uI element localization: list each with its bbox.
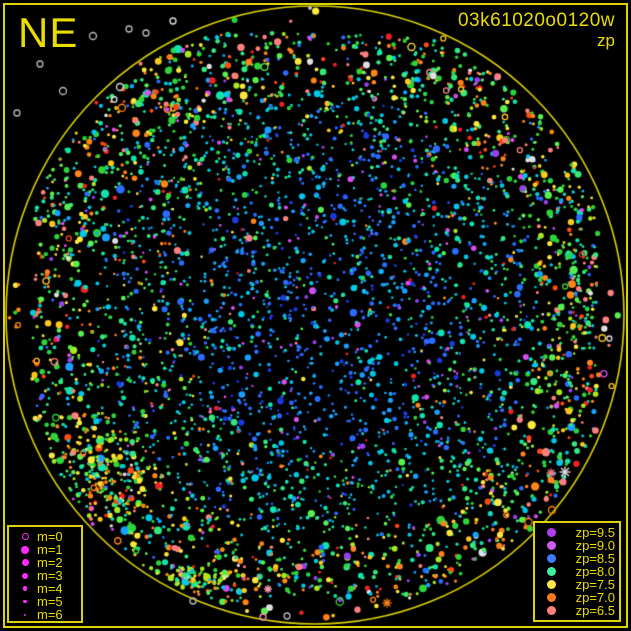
magnitude-legend-row: m=4 [13,581,77,596]
magnitude-legend-row: m=5 [13,594,77,609]
filled-circle-marker [546,567,556,576]
filled-circle-marker [21,559,29,566]
filled-circle-marker [546,528,556,537]
filled-circle-marker [23,599,27,604]
zeropoint-legend-label: zp=9.0 [575,538,615,553]
magnitude-legend-row: m=0 [13,529,77,544]
filled-circle-marker [22,586,28,591]
zeropoint-legend-row: zp=8.5 [539,551,615,566]
zeropoint-legend-label: zp=8.0 [575,564,615,579]
filled-circle-marker [546,606,556,615]
magnitude-legend-label: m=6 [37,607,63,622]
zeropoint-legend-row: zp=7.5 [539,577,615,592]
zeropoint-legend-row: zp=9.5 [539,525,615,540]
magnitude-legend-row: m=3 [13,568,77,583]
magnitude-legend-label: m=1 [37,542,63,557]
zeropoint-legend-row: zp=7.0 [539,590,615,605]
magnitude-legend-label: m=4 [37,581,63,596]
zeropoint-legend-label: zp=7.0 [575,590,615,605]
zeropoint-legend-row: zp=6.5 [539,603,615,618]
plot-type-label: zp [597,31,615,50]
zeropoint-legend-row: zp=8.0 [539,564,615,579]
magnitude-legend-label: m=0 [37,529,63,544]
zeropoint-legend-label: zp=7.5 [575,577,615,592]
magnitude-legend-label: m=5 [37,594,63,609]
observation-id-title: 03k61020o0120w [457,10,615,31]
orientation-label: NE [18,9,79,56]
filled-circle-marker [546,580,556,589]
filled-circle-marker [24,613,26,616]
zeropoint-legend-row: zp=9.0 [539,538,615,553]
magnitude-legend-label: m=3 [37,568,63,583]
filled-circle-marker [546,593,556,602]
filled-circle-marker [22,572,28,579]
zeropoint-legend-label: zp=6.5 [575,603,615,618]
magnitude-legend: m=0 m=1 m=2 m=3 m=4 m=5 m=6 [7,525,83,623]
filled-circle-marker [546,541,556,550]
zeropoint-legend-label: zp=9.5 [575,525,615,540]
zeropoint-legend-label: zp=8.5 [575,551,615,566]
filled-circle-marker [21,545,29,554]
zeropoint-legend: zp=9.5 zp=9.0 zp=8.5 zp=8.0 zp=7.5 zp=7.0 zp=6… [533,521,621,622]
open-circle-marker [21,533,29,540]
magnitude-legend-row: m=1 [13,542,77,557]
magnitude-legend-row: m=2 [13,555,77,570]
magnitude-legend-row: m=6 [13,607,77,622]
filled-circle-marker [546,554,556,563]
magnitude-legend-label: m=2 [37,555,63,570]
